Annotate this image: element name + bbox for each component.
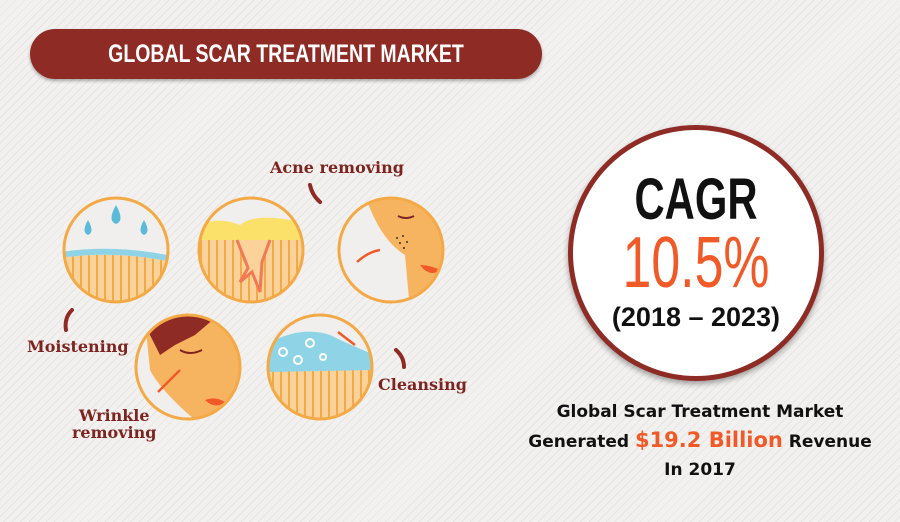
label-wrinkle-removing: Wrinkle removing [72,407,156,441]
cagr-value: 10.5% [622,223,770,303]
revenue-highlight: $19.2 Billion [634,428,783,452]
foam-bubbles-icon [266,313,374,421]
label-acne-removing: Acne removing [270,158,404,177]
market-summary: Global Scar Treatment Market Generated $… [500,398,900,484]
label-wrinkle-line1: Wrinkle [78,406,150,425]
summary-line1: Global Scar Treatment Market [556,402,844,422]
summary-line2-post: Revenue [782,432,872,452]
page-title: GLOBAL SCAR TREATMENT MARKET [108,39,464,68]
label-cleansing: Cleansing [378,375,467,394]
title-banner: GLOBAL SCAR TREATMENT MARKET [30,29,542,79]
label-moistening: Moistening [27,337,129,356]
skin-crack-icon [197,196,305,304]
summary-line2-pre: Generated [528,432,635,452]
treatment-illustrations [62,183,445,421]
face-acne-icon [337,196,445,304]
cagr-badge: CAGR 10.5% (2018 – 2023) [568,125,824,381]
water-drops-icon [62,196,170,304]
face-wrinkle-icon [134,313,242,421]
summary-line3: In 2017 [664,460,736,480]
arrow-icon [394,348,406,369]
label-wrinkle-line2: removing [72,423,157,442]
summary-line2: Generated $19.2 Billion Revenue [500,426,900,456]
arrow-icon [63,308,74,332]
arrow-icon [308,183,322,204]
cagr-period: (2018 – 2023) [611,302,781,332]
cagr-title: CAGR [634,167,758,232]
